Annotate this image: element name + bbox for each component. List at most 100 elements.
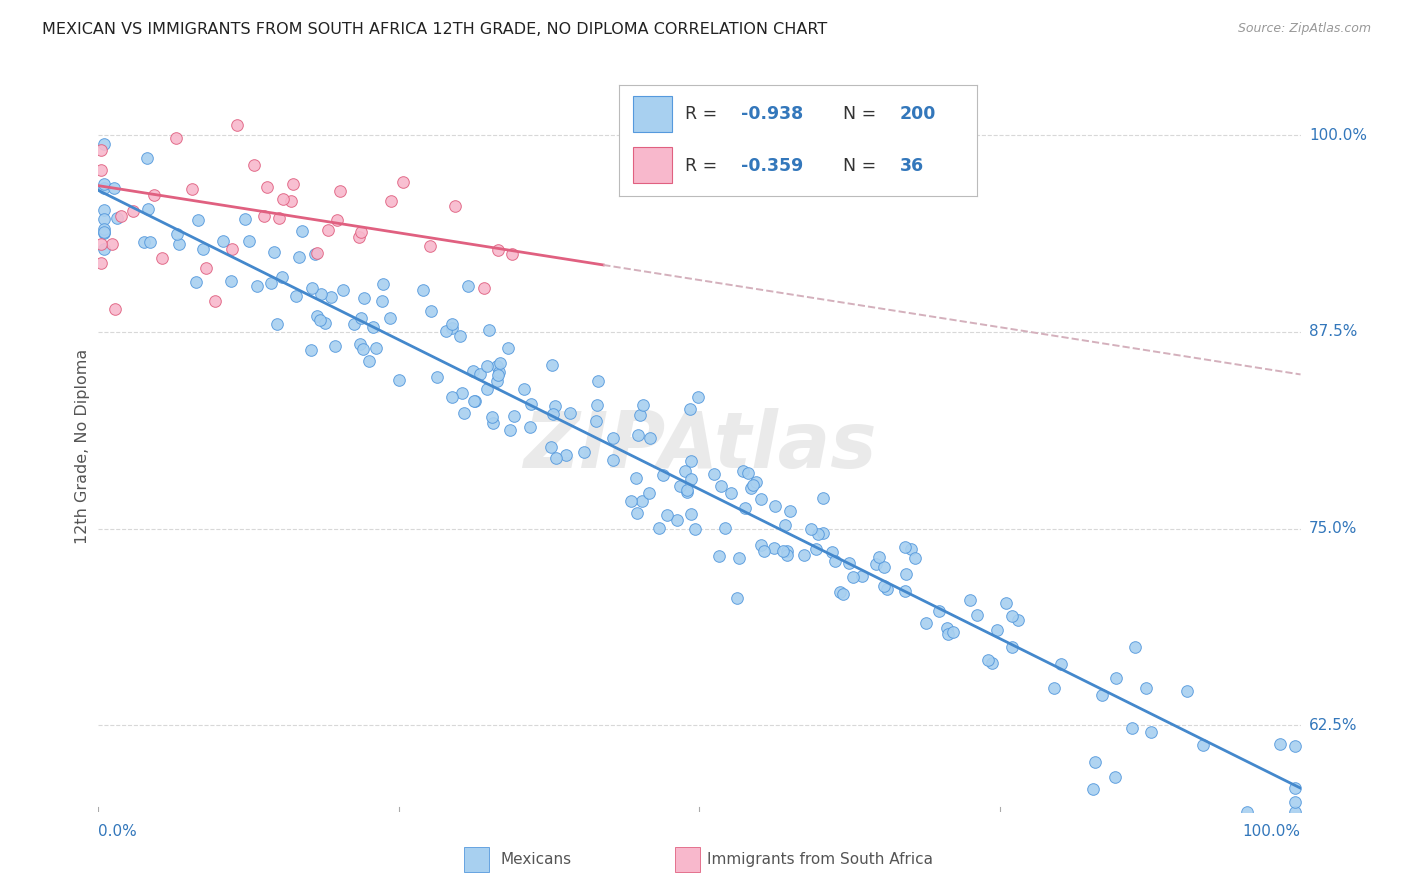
Point <box>631 494 654 508</box>
Point <box>731 464 754 478</box>
Point <box>1091 688 1114 702</box>
Point <box>195 261 218 276</box>
Point <box>219 274 242 288</box>
Point <box>1135 681 1157 696</box>
Point <box>1121 722 1143 736</box>
Point <box>679 401 702 416</box>
Y-axis label: 12th Grade, No Diploma: 12th Grade, No Diploma <box>75 349 90 543</box>
Point <box>93 202 115 217</box>
Point <box>727 550 749 565</box>
Point <box>323 339 346 353</box>
Point <box>942 624 965 639</box>
Point <box>263 245 285 260</box>
Point <box>380 194 402 209</box>
Point <box>93 177 115 191</box>
Text: N =: N = <box>842 157 882 175</box>
Point <box>540 441 562 455</box>
Point <box>685 522 707 536</box>
Point <box>93 211 115 226</box>
Point <box>1084 755 1107 769</box>
Point <box>681 454 703 468</box>
Point <box>707 549 730 564</box>
Point <box>734 501 756 516</box>
Point <box>388 373 411 387</box>
Point <box>959 593 981 607</box>
Point <box>520 397 543 411</box>
Point <box>253 209 276 223</box>
Point <box>165 131 187 145</box>
Point <box>132 235 155 249</box>
Point <box>440 390 463 404</box>
Point <box>813 526 835 541</box>
Text: MEXICAN VS IMMIGRANTS FROM SOUTH AFRICA 12TH GRADE, NO DIPLOMA CORRELATION CHART: MEXICAN VS IMMIGRANTS FROM SOUTH AFRICA … <box>42 22 827 37</box>
Point <box>101 236 124 251</box>
Point <box>426 370 449 384</box>
Point <box>271 193 294 207</box>
Point <box>675 484 697 499</box>
Point <box>720 486 742 500</box>
Point <box>142 188 165 202</box>
Point <box>588 374 610 388</box>
Text: Mexicans: Mexicans <box>501 853 572 867</box>
Point <box>180 182 202 196</box>
Point <box>681 507 703 521</box>
Point <box>555 449 578 463</box>
Point <box>1284 781 1306 796</box>
Point <box>221 242 243 256</box>
Point <box>851 568 873 582</box>
Point <box>233 212 256 227</box>
Point <box>371 277 394 292</box>
Point <box>291 223 314 237</box>
Point <box>894 583 917 598</box>
Point <box>90 163 112 178</box>
Point <box>468 367 491 381</box>
Point <box>441 317 464 331</box>
Text: N =: N = <box>842 104 882 123</box>
Point <box>585 414 607 428</box>
Text: 62.5%: 62.5% <box>1309 718 1357 732</box>
Point <box>238 234 260 248</box>
Point <box>986 623 1008 637</box>
Point <box>419 303 441 318</box>
Point <box>475 359 498 374</box>
Point <box>347 230 370 244</box>
Point <box>270 269 292 284</box>
Text: R =: R = <box>685 104 723 123</box>
Point <box>544 399 567 413</box>
Point <box>628 408 651 422</box>
Point <box>681 472 703 486</box>
Point <box>830 585 852 599</box>
Point <box>311 286 333 301</box>
Text: -0.359: -0.359 <box>741 157 803 175</box>
Point <box>749 538 772 552</box>
Point <box>869 550 891 565</box>
Text: 100.0%: 100.0% <box>1243 824 1301 839</box>
Point <box>762 541 785 555</box>
Point <box>977 653 1000 667</box>
Point <box>329 184 352 198</box>
Point <box>343 317 366 331</box>
Point <box>904 551 927 566</box>
Point <box>896 566 918 581</box>
Point <box>1284 805 1306 819</box>
Point <box>167 237 190 252</box>
Point <box>703 467 725 482</box>
Point <box>655 508 678 522</box>
Point <box>626 506 648 520</box>
Point <box>806 541 828 556</box>
Point <box>1284 739 1306 754</box>
Point <box>370 294 392 309</box>
Point <box>1001 609 1024 624</box>
Text: 0.0%: 0.0% <box>98 824 138 839</box>
Point <box>666 513 689 527</box>
Point <box>779 504 801 518</box>
Point <box>894 540 917 554</box>
Point <box>1192 738 1215 752</box>
Point <box>714 521 737 535</box>
Point <box>688 390 710 404</box>
Point <box>873 560 896 574</box>
Point <box>287 250 309 264</box>
Point <box>772 544 794 558</box>
Point <box>1049 657 1071 672</box>
Point <box>838 556 860 570</box>
